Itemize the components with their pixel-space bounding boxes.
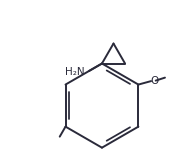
Text: H₂N: H₂N — [65, 67, 85, 77]
Text: O: O — [150, 76, 158, 86]
